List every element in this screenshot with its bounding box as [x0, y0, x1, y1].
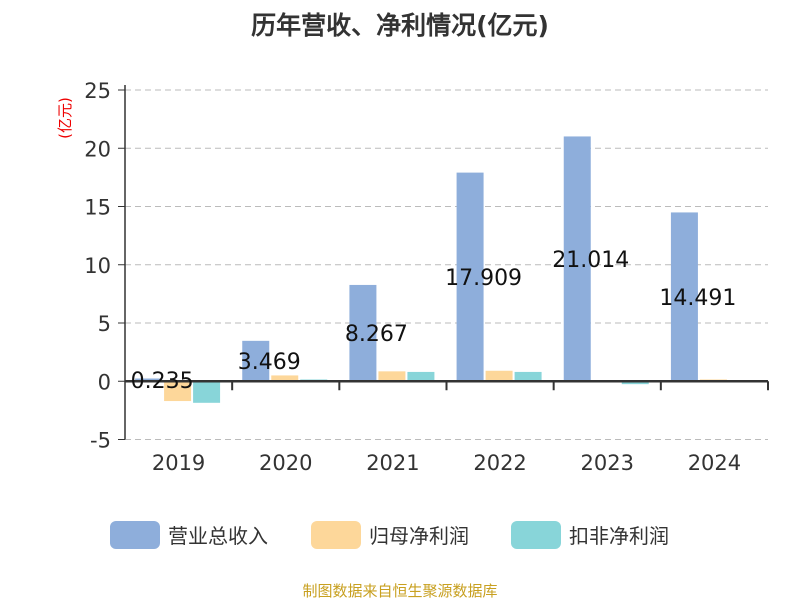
legend-swatch: [110, 520, 160, 549]
x-tick-label: 2021: [366, 451, 419, 475]
x-tick-label: 2020: [259, 451, 312, 475]
bar-1: [378, 371, 406, 382]
bar-0: [670, 212, 698, 382]
bar-2: [621, 381, 649, 385]
bar-2: [193, 381, 221, 403]
bar-2: [514, 371, 542, 382]
legend-item-deducted-profit[interactable]: 扣非净利润: [511, 520, 669, 549]
x-tick-label: 2019: [152, 451, 205, 475]
y-tick-label: 0: [98, 370, 111, 394]
bar-2: [407, 371, 435, 382]
x-tick-label: 2024: [688, 451, 741, 475]
x-tick-label: 2022: [473, 451, 526, 475]
bar-1: [485, 370, 513, 382]
data-label: 21.014: [552, 248, 629, 273]
y-tick-label: -5: [90, 429, 111, 453]
bar-0: [456, 172, 484, 382]
bar-0: [563, 136, 591, 382]
data-label: 17.909: [445, 266, 522, 291]
source-note: 制图数据来自恒生聚源数据库: [302, 582, 498, 600]
chart-title: 历年营收、净利情况(亿元): [251, 11, 549, 40]
data-label: 14.491: [659, 286, 736, 311]
bar-0: [349, 284, 377, 382]
bar-0: [242, 340, 270, 382]
x-tick-label: 2023: [581, 451, 634, 475]
data-label: 8.267: [345, 322, 408, 347]
legend-label: 扣非净利润: [569, 524, 669, 548]
y-tick-label: 5: [98, 312, 111, 336]
y-tick-label: 15: [84, 196, 111, 220]
legend-swatch: [511, 520, 561, 549]
data-label: 3.469: [238, 350, 301, 375]
legend-item-revenue[interactable]: 营业总收入: [110, 520, 268, 549]
legend-item-net-profit[interactable]: 归母净利润: [311, 520, 469, 549]
y-tick-label: 10: [84, 254, 111, 278]
y-tick-label: 25: [84, 79, 111, 103]
y-tick-label: 20: [84, 137, 111, 161]
bar-1: [271, 375, 299, 382]
data-label: 0.235: [131, 369, 194, 394]
bar-0: [135, 378, 163, 382]
y-axis-label: (亿元): [56, 97, 74, 139]
legend-swatch: [311, 520, 361, 549]
bar-1: [164, 381, 192, 402]
legend-label: 营业总收入: [168, 524, 268, 548]
legend-label: 归母净利润: [369, 524, 469, 548]
